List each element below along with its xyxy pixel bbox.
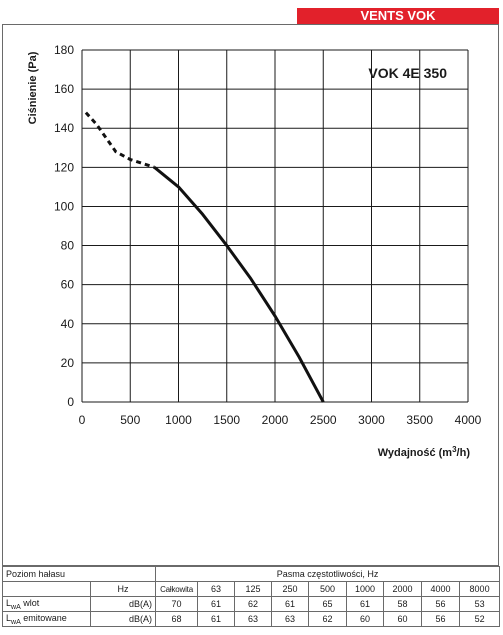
- table-header-row-1: Poziom hałasu Pasma częstotliwości, Hz: [1, 566, 501, 582]
- total-header: Całkowita: [155, 581, 199, 597]
- y-tick-label: 40: [61, 317, 75, 331]
- table-cell: 65: [308, 596, 348, 612]
- table-cell: 61: [197, 611, 236, 627]
- table-row: LwA emitowane dB(A) 68 61 63 63 62 60 60…: [2, 611, 501, 627]
- chart-title: VOK 4E 350: [368, 65, 447, 81]
- freq-header: 2000: [383, 581, 423, 597]
- table-cell: 56: [421, 611, 461, 627]
- x-tick-label: 2000: [262, 413, 289, 427]
- noise-level-table: Poziom hałasu Pasma częstotliwości, Hz H…: [1, 566, 501, 627]
- table-cell: 60: [383, 611, 423, 627]
- x-axis-label: Wydajność (m3/h): [378, 445, 471, 460]
- y-tick-label: 0: [67, 395, 74, 409]
- x-tick-label: 2500: [310, 413, 337, 427]
- y-axis-label: Ciśnienie (Pa): [27, 51, 39, 124]
- table-cell: 61: [197, 596, 236, 612]
- y-tick-label: 140: [54, 121, 74, 135]
- y-tick-label: 120: [54, 160, 74, 174]
- freq-header: 63: [197, 581, 236, 597]
- x-tick-label: 3500: [406, 413, 433, 427]
- freq-header: 4000: [421, 581, 461, 597]
- curve-solid-segment: [153, 166, 325, 403]
- freq-header: 1000: [346, 581, 385, 597]
- unit-col-header: Hz: [89, 581, 157, 597]
- table-cell: 56: [421, 596, 461, 612]
- row-unit: dB(A): [89, 596, 157, 612]
- row-label: LwA emitowane: [2, 611, 91, 627]
- freq-header: 500: [308, 581, 348, 597]
- y-tick-label: 80: [61, 239, 75, 253]
- noise-header-label: Poziom hałasu: [1, 566, 157, 582]
- y-tick-label: 160: [54, 82, 74, 96]
- table-cell: 52: [459, 611, 501, 627]
- table-cell: 61: [346, 596, 385, 612]
- table-cell: 62: [308, 611, 348, 627]
- freq-header: 250: [271, 581, 310, 597]
- table-cell: 63: [271, 611, 310, 627]
- table-row: LwA wlot dB(A) 70 61 62 61 65 61 58 56 5…: [2, 596, 501, 612]
- x-tick-label: 3000: [358, 413, 385, 427]
- y-tick-label: 20: [61, 356, 75, 370]
- table-cell: 63: [234, 611, 273, 627]
- x-tick-label: 1000: [165, 413, 192, 427]
- row-unit: dB(A): [89, 611, 157, 627]
- y-tick-label: 180: [54, 43, 74, 57]
- row-total: 70: [155, 596, 199, 612]
- freq-header: 125: [234, 581, 273, 597]
- x-tick-label: 4000: [455, 413, 482, 427]
- x-tick-label: 0: [79, 413, 86, 427]
- table-header-row-2: Hz Całkowita 63 125 250 500 1000 2000 40…: [2, 581, 501, 597]
- freq-header: 8000: [459, 581, 501, 597]
- brand-bar: VENTS VOK: [297, 8, 499, 24]
- x-tick-label: 500: [120, 413, 140, 427]
- bands-title: Pasma częstotliwości, Hz: [155, 566, 501, 582]
- table-cell: 58: [383, 596, 423, 612]
- table-cell: 60: [346, 611, 385, 627]
- x-tick-label: 1500: [213, 413, 240, 427]
- chart-frame: [2, 24, 499, 566]
- fan-curve-chart: 0 20 40 60 80 100 120 140 160 180 0 500 1000 1500 200…: [27, 43, 482, 460]
- row-total: 68: [155, 611, 199, 627]
- y-tick-label: 60: [61, 278, 75, 292]
- row-label: LwA wlot: [2, 596, 91, 612]
- table-cell: 53: [459, 596, 501, 612]
- table-cell: 61: [271, 596, 310, 612]
- y-tick-label: 100: [54, 199, 74, 213]
- table-cell: 62: [234, 596, 273, 612]
- empty-cell: [2, 581, 91, 597]
- curve-dashed-segment: [84, 111, 155, 169]
